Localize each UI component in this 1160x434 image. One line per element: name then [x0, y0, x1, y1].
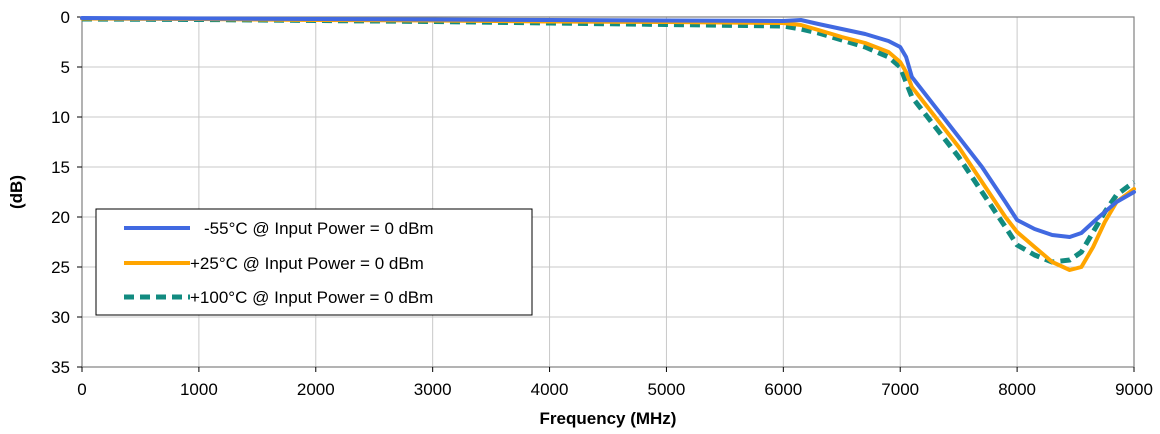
y-tick-label: 25: [51, 258, 70, 277]
y-tick-label: 10: [51, 108, 70, 127]
series-line-hot: [81, 16, 1136, 265]
series-line-cold: [80, 16, 1136, 239]
y-tick-label: 20: [51, 208, 70, 227]
x-axis-title: Frequency (MHz): [540, 409, 677, 428]
x-tick-label: 4000: [531, 380, 569, 399]
x-tick-label: 5000: [648, 380, 686, 399]
x-tick-label: 6000: [764, 380, 802, 399]
y-tick-label: 35: [51, 358, 70, 377]
x-tick-label: 2000: [297, 380, 335, 399]
x-tick-label: 9000: [1115, 380, 1153, 399]
series-layer: [80, 16, 1136, 272]
x-tick-label: 7000: [881, 380, 919, 399]
y-tick-label: 0: [61, 8, 70, 27]
y-tick-label: 30: [51, 308, 70, 327]
x-tick-label: 3000: [414, 380, 452, 399]
legend-label-cold: -55°C @ Input Power = 0 dBm: [204, 219, 434, 238]
y-axis-title: (dB): [7, 175, 26, 209]
legend-label-room: +25°C @ Input Power = 0 dBm: [190, 254, 424, 273]
y-tick-label: 15: [51, 158, 70, 177]
y-tick-label: 5: [61, 58, 70, 77]
legend: -55°C @ Input Power = 0 dBm +25°C @ Inpu…: [95, 208, 533, 316]
grid-lines: [82, 17, 1134, 367]
x-tick-label: 0: [77, 380, 86, 399]
legend-label-hot: +100°C @ Input Power = 0 dBm: [190, 288, 433, 307]
y-axis-ticks: 0 5 10 15 20 25 30 35: [51, 8, 82, 377]
x-tick-label: 1000: [180, 380, 218, 399]
x-axis-ticks: 0 1000 2000 3000 4000 5000 6000 7000 8000 9000: [77, 367, 1153, 399]
x-tick-label: 8000: [998, 380, 1036, 399]
